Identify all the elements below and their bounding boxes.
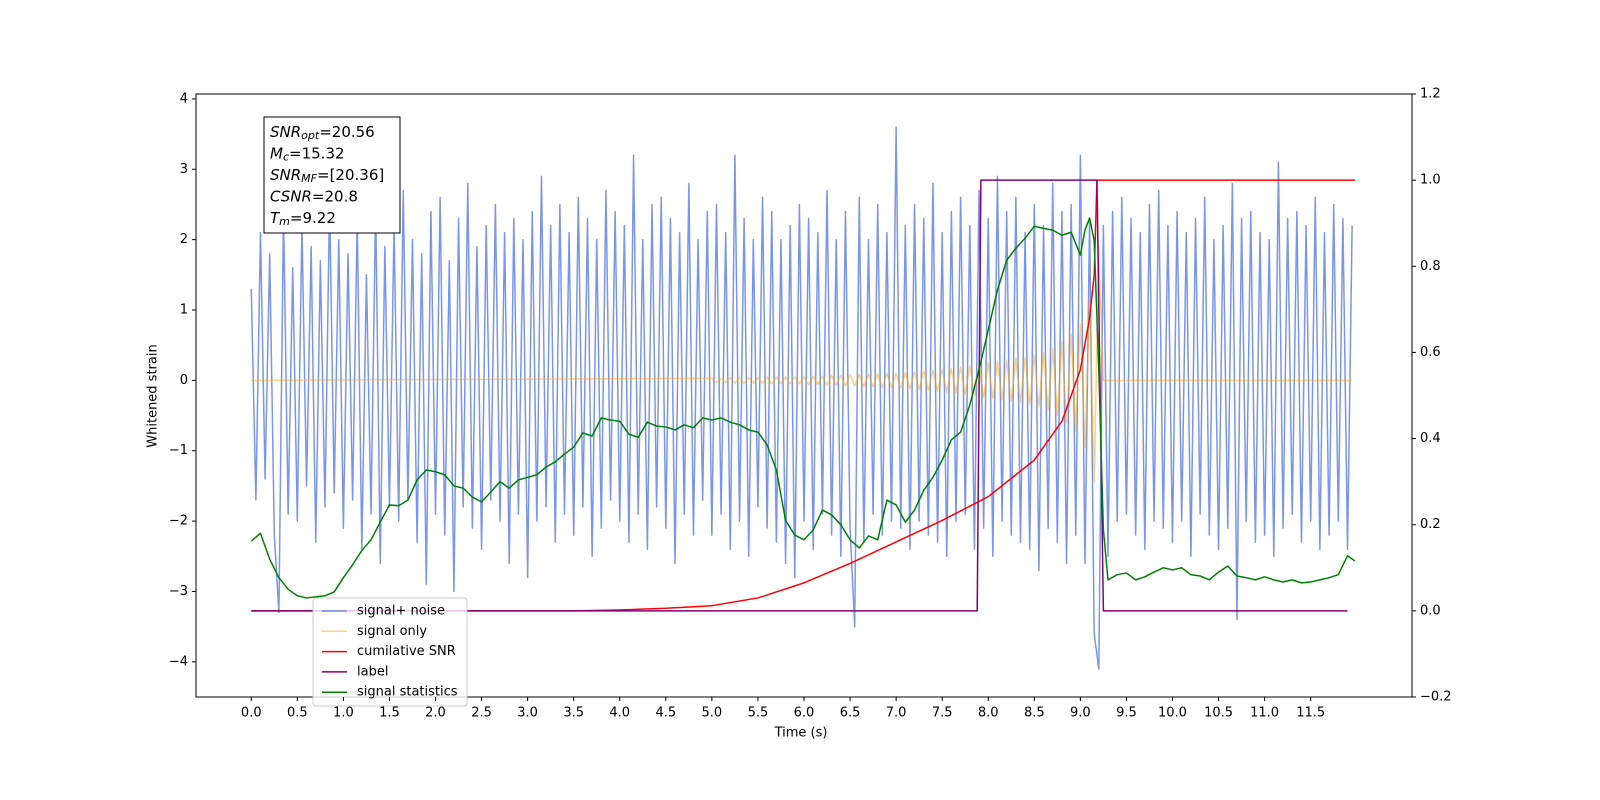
y2-tick-label: 1.0 — [1420, 173, 1441, 188]
x-tick-label: 1.0 — [333, 706, 354, 721]
annotation-line: SNRMF=[20.36] — [270, 166, 384, 186]
legend-frame — [312, 597, 468, 707]
series-line — [251, 245, 1353, 484]
y-tick-label: 4 — [180, 91, 188, 106]
annotation-box: SNRopt=20.56Mc=15.32SNRMF=[20.36]CSNR=20… — [263, 116, 401, 234]
x-tick-label: 3.0 — [517, 706, 538, 721]
x-tick-label: 5.0 — [702, 706, 723, 721]
annotation-line: Mc=15.32 — [270, 144, 345, 164]
annotation-subscript: c — [283, 151, 289, 164]
x-tick-label: 9.0 — [1070, 706, 1091, 721]
y-tick-label: −2 — [169, 514, 188, 529]
annotation-symbol: SNR — [270, 166, 301, 184]
x-axis-label: Time (s) — [774, 726, 828, 741]
legend-label: label — [357, 664, 388, 679]
annotation-subscript: m — [279, 215, 290, 228]
annotation-subscript: opt — [301, 129, 320, 142]
annotation-symbol: M — [270, 144, 283, 162]
x-tick-label: 9.5 — [1116, 706, 1137, 721]
annotation-symbol: SNR — [270, 123, 301, 141]
y2-tick-label: 0.6 — [1420, 345, 1441, 360]
y2-tick-label: 0.0 — [1420, 603, 1441, 618]
x-tick-label: 10.0 — [1158, 706, 1187, 721]
annotation-line: Tm=9.22 — [270, 209, 336, 229]
x-tick-label: 6.0 — [794, 706, 815, 721]
x-tick-label: 7.0 — [886, 706, 907, 721]
y-axis-label: Whitened strain — [146, 344, 161, 447]
x-tick-label: 3.5 — [563, 706, 584, 721]
y2-tick-label: 0.4 — [1420, 431, 1441, 446]
series-line — [251, 179, 1348, 612]
annotation-symbol: T — [270, 209, 281, 227]
y2-tick-label: 0.8 — [1420, 259, 1441, 274]
annotation-text: =9.22 — [290, 209, 336, 227]
legend: signal+ noise signal only cumilative SNR la… — [312, 597, 468, 707]
series-line — [250, 126, 1353, 670]
x-tick-label: 0.5 — [287, 706, 308, 721]
x-tick-label: 2.5 — [471, 706, 492, 721]
y-tick-label: 0 — [180, 373, 188, 388]
x-tick-label: 8.0 — [978, 706, 999, 721]
legend-label: signal statistics — [357, 685, 458, 700]
x-tick-label: 8.5 — [1024, 706, 1045, 721]
plot-area — [250, 126, 1356, 670]
annotation-line: CSNR=20.8 — [270, 187, 358, 205]
annotation-text: =15.32 — [289, 144, 345, 162]
annotation-subscript: MF — [301, 172, 317, 185]
y-tick-label: 3 — [180, 162, 188, 177]
x-tick-label: 0.0 — [241, 706, 262, 721]
x-tick-label: 4.0 — [609, 706, 630, 721]
series-line — [251, 179, 1355, 612]
y2-tick-label: −0.2 — [1420, 690, 1452, 705]
x-tick-label: 6.5 — [840, 706, 861, 721]
y-tick-label: 2 — [180, 232, 188, 247]
annotation-frame — [263, 116, 401, 234]
annotation-text: =20.56 — [319, 123, 375, 141]
y2-tick-label: 1.2 — [1420, 87, 1441, 102]
annotation-text: =[20.36] — [317, 166, 384, 184]
x-tick-label: 2.0 — [425, 706, 446, 721]
legend-label: cumilative SNR — [357, 644, 456, 659]
series-line — [250, 217, 1356, 599]
annotation-symbol: CSNR — [270, 187, 312, 205]
x-tick-label: 1.5 — [379, 706, 400, 721]
x-tick-label: 11.0 — [1250, 706, 1279, 721]
y2-tick-label: 0.2 — [1420, 517, 1441, 532]
y-tick-label: −3 — [169, 584, 188, 599]
x-tick-label: 10.5 — [1204, 706, 1233, 721]
annotation-line: SNRopt=20.56 — [270, 123, 375, 143]
y-tick-label: −4 — [169, 654, 188, 669]
x-tick-label: 11.5 — [1296, 706, 1325, 721]
x-tick-label: 5.5 — [748, 706, 769, 721]
x-tick-label: 7.5 — [932, 706, 953, 721]
y-tick-label: 1 — [180, 303, 188, 318]
y-tick-label: −1 — [169, 443, 188, 458]
legend-label: signal+ noise — [357, 604, 445, 619]
annotation-text: =20.8 — [312, 187, 358, 205]
x-tick-label: 4.5 — [655, 706, 676, 721]
legend-label: signal only — [357, 624, 427, 639]
